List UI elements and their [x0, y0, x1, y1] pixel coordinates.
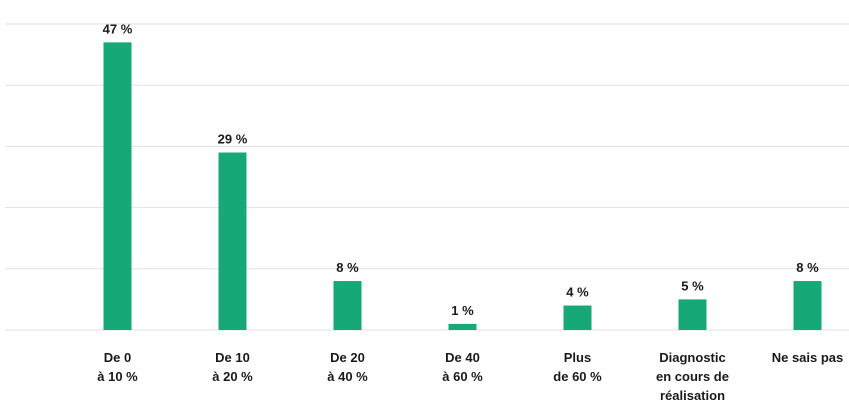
x-tick-label: Ne sais pas	[772, 350, 844, 365]
x-tick-label-line: De 40	[445, 350, 480, 365]
x-tick-label-line: réalisation	[660, 388, 725, 403]
x-tick-label: Diagnostic en cours de réalisation	[656, 350, 729, 403]
bar	[563, 305, 592, 330]
x-tick-label-line: Diagnostic	[659, 350, 725, 365]
value-label: 8 %	[796, 260, 819, 275]
x-tick-label-line: De 10	[215, 350, 250, 365]
x-tick-label-line: Ne sais pas	[772, 350, 844, 365]
x-tick-label-line: Plus	[564, 350, 591, 365]
x-tick-label-line: en cours de	[656, 369, 729, 384]
bar	[678, 299, 707, 330]
x-tick-label-line: à 20 %	[212, 369, 253, 384]
x-tick-label: De 10 à 20 %	[212, 350, 253, 384]
bar	[333, 281, 362, 330]
value-label: 29 %	[218, 132, 248, 147]
bar	[103, 42, 132, 331]
x-tick-label-line: De 20	[330, 350, 365, 365]
x-tick-label-line: à 10 %	[97, 369, 138, 384]
value-label: 5 %	[681, 278, 704, 293]
value-label: 1 %	[451, 303, 474, 318]
x-tick-label-line: à 60 %	[442, 369, 483, 384]
bar	[448, 323, 477, 330]
x-tick-label: De 0 à 10 %	[97, 350, 138, 384]
bar	[793, 281, 822, 330]
x-tick-label: De 20 à 40 %	[327, 350, 368, 384]
value-label: 47 %	[103, 21, 133, 36]
bar	[218, 152, 247, 330]
x-tick-label-line: à 40 %	[327, 369, 368, 384]
x-tick-label: Plus de 60 %	[553, 350, 602, 384]
x-tick-label: De 40 à 60 %	[442, 350, 483, 384]
x-tick-label-line: de 60 %	[553, 369, 602, 384]
x-tick-label-line: De 0	[104, 350, 131, 365]
value-label: 4 %	[566, 285, 589, 300]
value-label: 8 %	[336, 260, 359, 275]
